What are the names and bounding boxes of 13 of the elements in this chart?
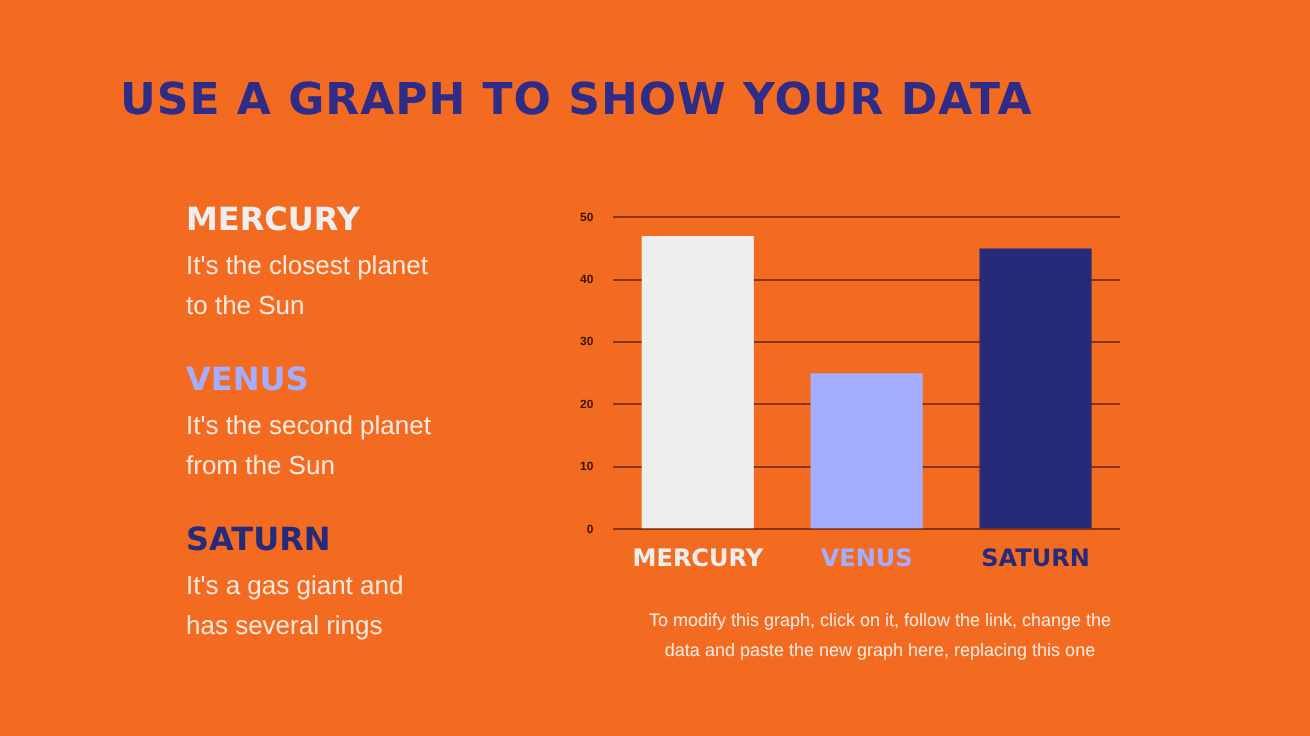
text: It's a gas giant and has several rings: [186, 568, 406, 644]
text: It's the second planet from the Sun: [186, 408, 433, 484]
text: To modify this graph, click on it, follow the link, change the data and paste the new graph here, replacing this one: [646, 608, 1114, 664]
bar: [641, 235, 754, 529]
bar: [979, 248, 1092, 529]
x-tick-label: MERCURY: [632, 543, 764, 572]
chart-title: USE A GRAPH TO SHOW YOUR DATA: [120, 76, 1033, 126]
text: It's the closest planet to the Sun: [186, 248, 430, 324]
x-tick-label: SATURN: [981, 543, 1090, 572]
text: MERCURY: [186, 200, 362, 238]
x-tick-label: VENUS: [820, 543, 913, 572]
bar: [810, 373, 923, 529]
text: VENUS: [186, 360, 311, 398]
